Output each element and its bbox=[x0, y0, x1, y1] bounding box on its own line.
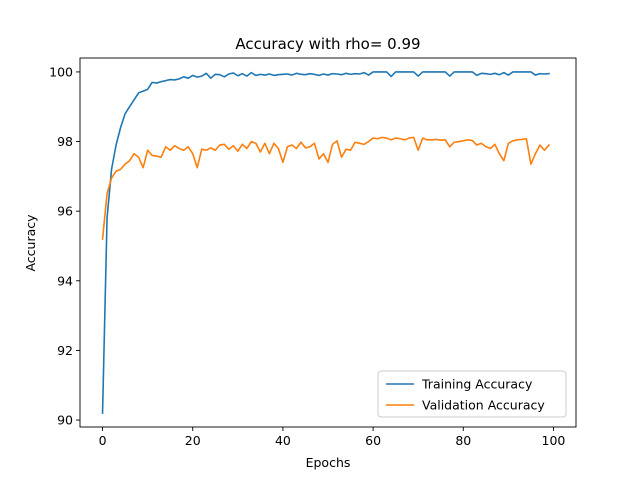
axes: 0 20 40 60 80 100 90 92 94 96 98 100 bbox=[49, 57, 577, 448]
legend: Training Accuracy Validation Accuracy bbox=[377, 370, 567, 418]
y-axis-label: Accuracy bbox=[23, 214, 38, 272]
plot-frame bbox=[79, 57, 577, 428]
y-tick-label: 100 bbox=[49, 64, 73, 79]
chart-title: Accuracy with rho= 0.99 bbox=[235, 35, 420, 53]
y-tick-label: 90 bbox=[57, 413, 73, 428]
y-tick-label: 92 bbox=[57, 343, 73, 358]
y-tick-label: 98 bbox=[57, 134, 73, 149]
x-tick-label: 20 bbox=[185, 433, 201, 448]
x-axis-label: Epochs bbox=[306, 455, 351, 470]
series-line-training bbox=[101, 71, 550, 414]
plot-area bbox=[101, 71, 551, 414]
y-tick-label: 96 bbox=[57, 204, 73, 219]
x-tick-label: 0 bbox=[99, 433, 107, 448]
series-line-validation bbox=[101, 136, 551, 240]
x-tick-label: 100 bbox=[542, 433, 566, 448]
y-tick-label: 94 bbox=[57, 273, 73, 288]
x-tick-label: 60 bbox=[365, 433, 381, 448]
legend-entry: Training Accuracy bbox=[421, 377, 533, 392]
legend-box bbox=[377, 370, 567, 418]
x-tick-label: 80 bbox=[455, 433, 471, 448]
legend-entry: Validation Accuracy bbox=[422, 398, 545, 413]
x-tick-label: 40 bbox=[275, 433, 291, 448]
